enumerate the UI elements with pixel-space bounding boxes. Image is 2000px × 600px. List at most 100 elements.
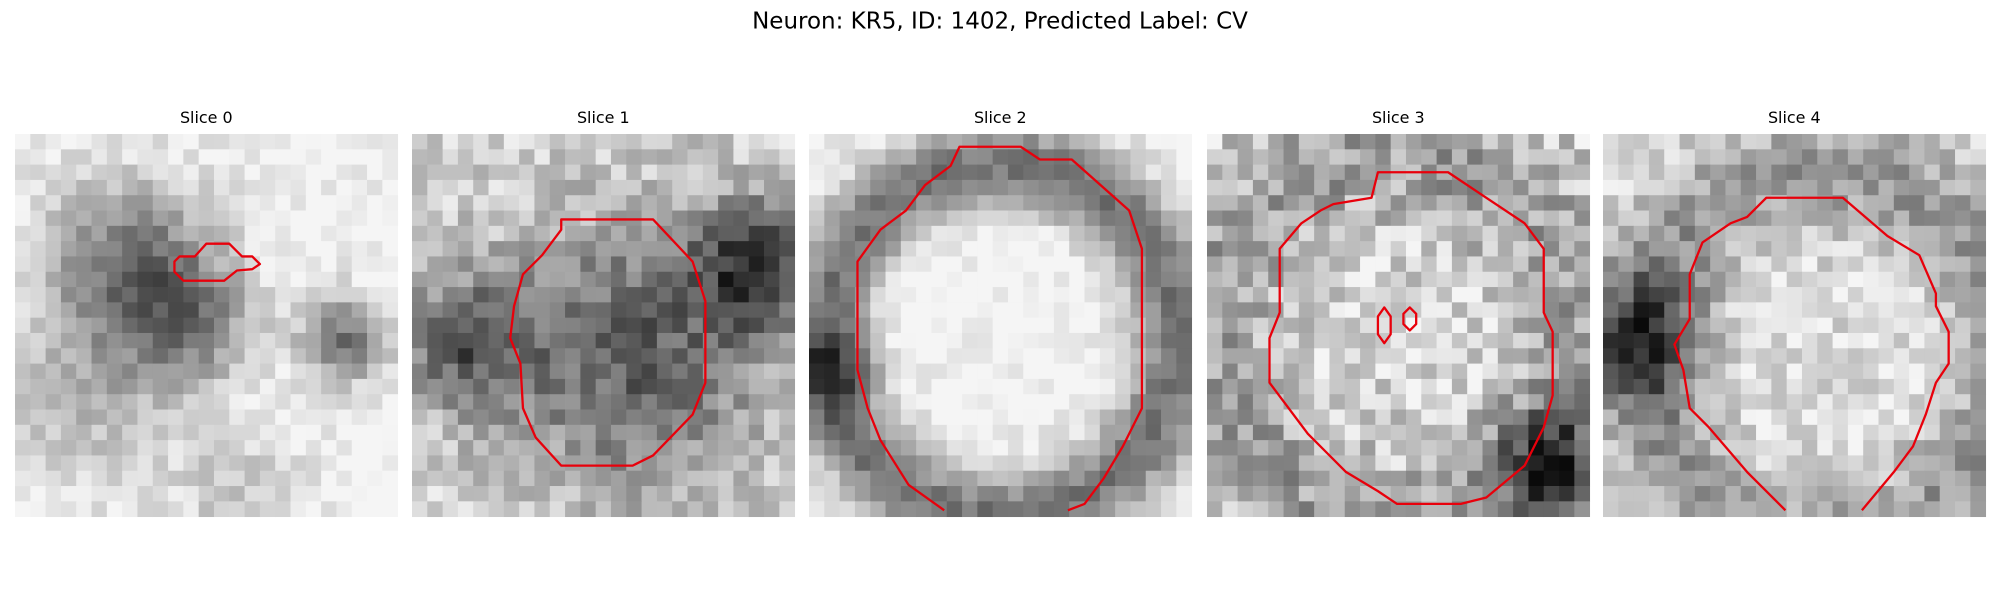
pixel bbox=[1817, 179, 1833, 196]
pixel bbox=[1740, 241, 1757, 257]
pixel bbox=[1970, 470, 1987, 487]
pixel bbox=[1648, 409, 1665, 426]
pixel bbox=[473, 164, 489, 181]
pixel bbox=[1360, 424, 1376, 441]
pixel bbox=[290, 455, 307, 472]
pixel bbox=[1467, 394, 1483, 410]
pixel bbox=[183, 287, 200, 303]
pixel bbox=[687, 409, 704, 426]
pixel bbox=[198, 455, 215, 472]
pixel bbox=[870, 501, 886, 518]
pixel bbox=[900, 149, 917, 165]
pixel bbox=[931, 287, 948, 303]
pixel bbox=[122, 501, 138, 518]
pixel bbox=[748, 424, 765, 441]
pixel bbox=[76, 271, 92, 288]
pixel bbox=[15, 164, 31, 181]
pixel bbox=[809, 424, 825, 441]
pixel bbox=[900, 317, 917, 334]
pixel bbox=[1360, 210, 1376, 227]
pixel bbox=[1344, 501, 1361, 518]
pixel bbox=[1664, 332, 1680, 349]
pixel bbox=[137, 225, 154, 242]
pixel bbox=[1007, 241, 1024, 257]
pixel bbox=[1314, 271, 1330, 288]
pixel bbox=[1207, 332, 1223, 349]
pixel bbox=[122, 225, 138, 242]
pixel bbox=[1084, 424, 1101, 441]
pixel bbox=[122, 302, 138, 319]
pixel bbox=[1633, 470, 1650, 487]
pixel bbox=[1909, 332, 1925, 349]
pixel bbox=[748, 271, 765, 288]
pixel bbox=[1344, 363, 1361, 380]
pixel bbox=[702, 409, 719, 426]
pixel bbox=[305, 164, 322, 181]
pixel bbox=[977, 470, 994, 487]
pixel bbox=[870, 470, 886, 487]
pixel bbox=[1725, 195, 1742, 211]
pixel bbox=[244, 195, 261, 211]
pixel bbox=[1878, 179, 1895, 196]
pixel bbox=[122, 332, 138, 349]
pixel bbox=[412, 149, 428, 165]
pixel bbox=[641, 271, 658, 288]
pixel bbox=[1405, 394, 1422, 410]
pixel bbox=[1115, 394, 1131, 410]
pixel bbox=[290, 317, 307, 334]
pixel bbox=[1847, 394, 1864, 410]
pixel bbox=[1939, 440, 1956, 456]
pixel bbox=[733, 348, 750, 364]
pixel bbox=[595, 134, 612, 150]
pixel bbox=[534, 271, 551, 288]
pixel bbox=[1574, 486, 1591, 502]
pixel bbox=[1694, 149, 1711, 165]
pixel bbox=[1528, 179, 1545, 196]
pixel bbox=[457, 378, 474, 395]
pixel bbox=[382, 332, 399, 349]
pixel bbox=[1664, 455, 1680, 472]
pixel bbox=[1268, 256, 1284, 273]
pixel bbox=[1436, 271, 1453, 288]
pixel bbox=[656, 501, 673, 518]
pixel bbox=[519, 363, 535, 380]
pixel bbox=[1817, 455, 1833, 472]
pixel bbox=[1832, 302, 1849, 319]
pixel bbox=[1314, 287, 1330, 303]
pixel bbox=[1559, 363, 1575, 380]
pixel bbox=[60, 363, 77, 380]
pixel bbox=[519, 179, 535, 196]
pixel bbox=[1360, 409, 1376, 426]
pixel bbox=[1375, 409, 1392, 426]
pixel bbox=[1283, 378, 1300, 395]
pixel bbox=[137, 378, 154, 395]
pixel bbox=[1955, 486, 1971, 502]
pixel bbox=[595, 302, 612, 319]
pixel bbox=[15, 210, 31, 227]
pixel bbox=[946, 225, 963, 242]
pixel bbox=[1756, 455, 1772, 472]
pixel bbox=[1436, 149, 1453, 165]
pixel bbox=[1283, 134, 1300, 150]
pixel bbox=[1817, 378, 1833, 395]
pixel bbox=[1344, 210, 1361, 227]
pixel bbox=[1847, 256, 1864, 273]
pixel bbox=[137, 164, 154, 181]
pixel bbox=[1115, 470, 1131, 487]
pixel bbox=[1832, 348, 1849, 364]
pixel bbox=[885, 486, 902, 502]
pixel bbox=[1893, 210, 1910, 227]
pixel bbox=[1939, 210, 1956, 227]
pixel bbox=[1648, 256, 1665, 273]
pixel bbox=[183, 409, 200, 426]
pixel bbox=[351, 486, 368, 502]
pixel bbox=[152, 440, 169, 456]
pixel bbox=[1207, 409, 1223, 426]
image bbox=[1603, 134, 1987, 518]
pixel bbox=[748, 149, 765, 165]
pixel bbox=[1863, 149, 1879, 165]
pixel bbox=[1847, 470, 1864, 487]
pixel bbox=[565, 348, 581, 364]
pixel bbox=[1740, 164, 1757, 181]
pixel bbox=[213, 179, 230, 196]
